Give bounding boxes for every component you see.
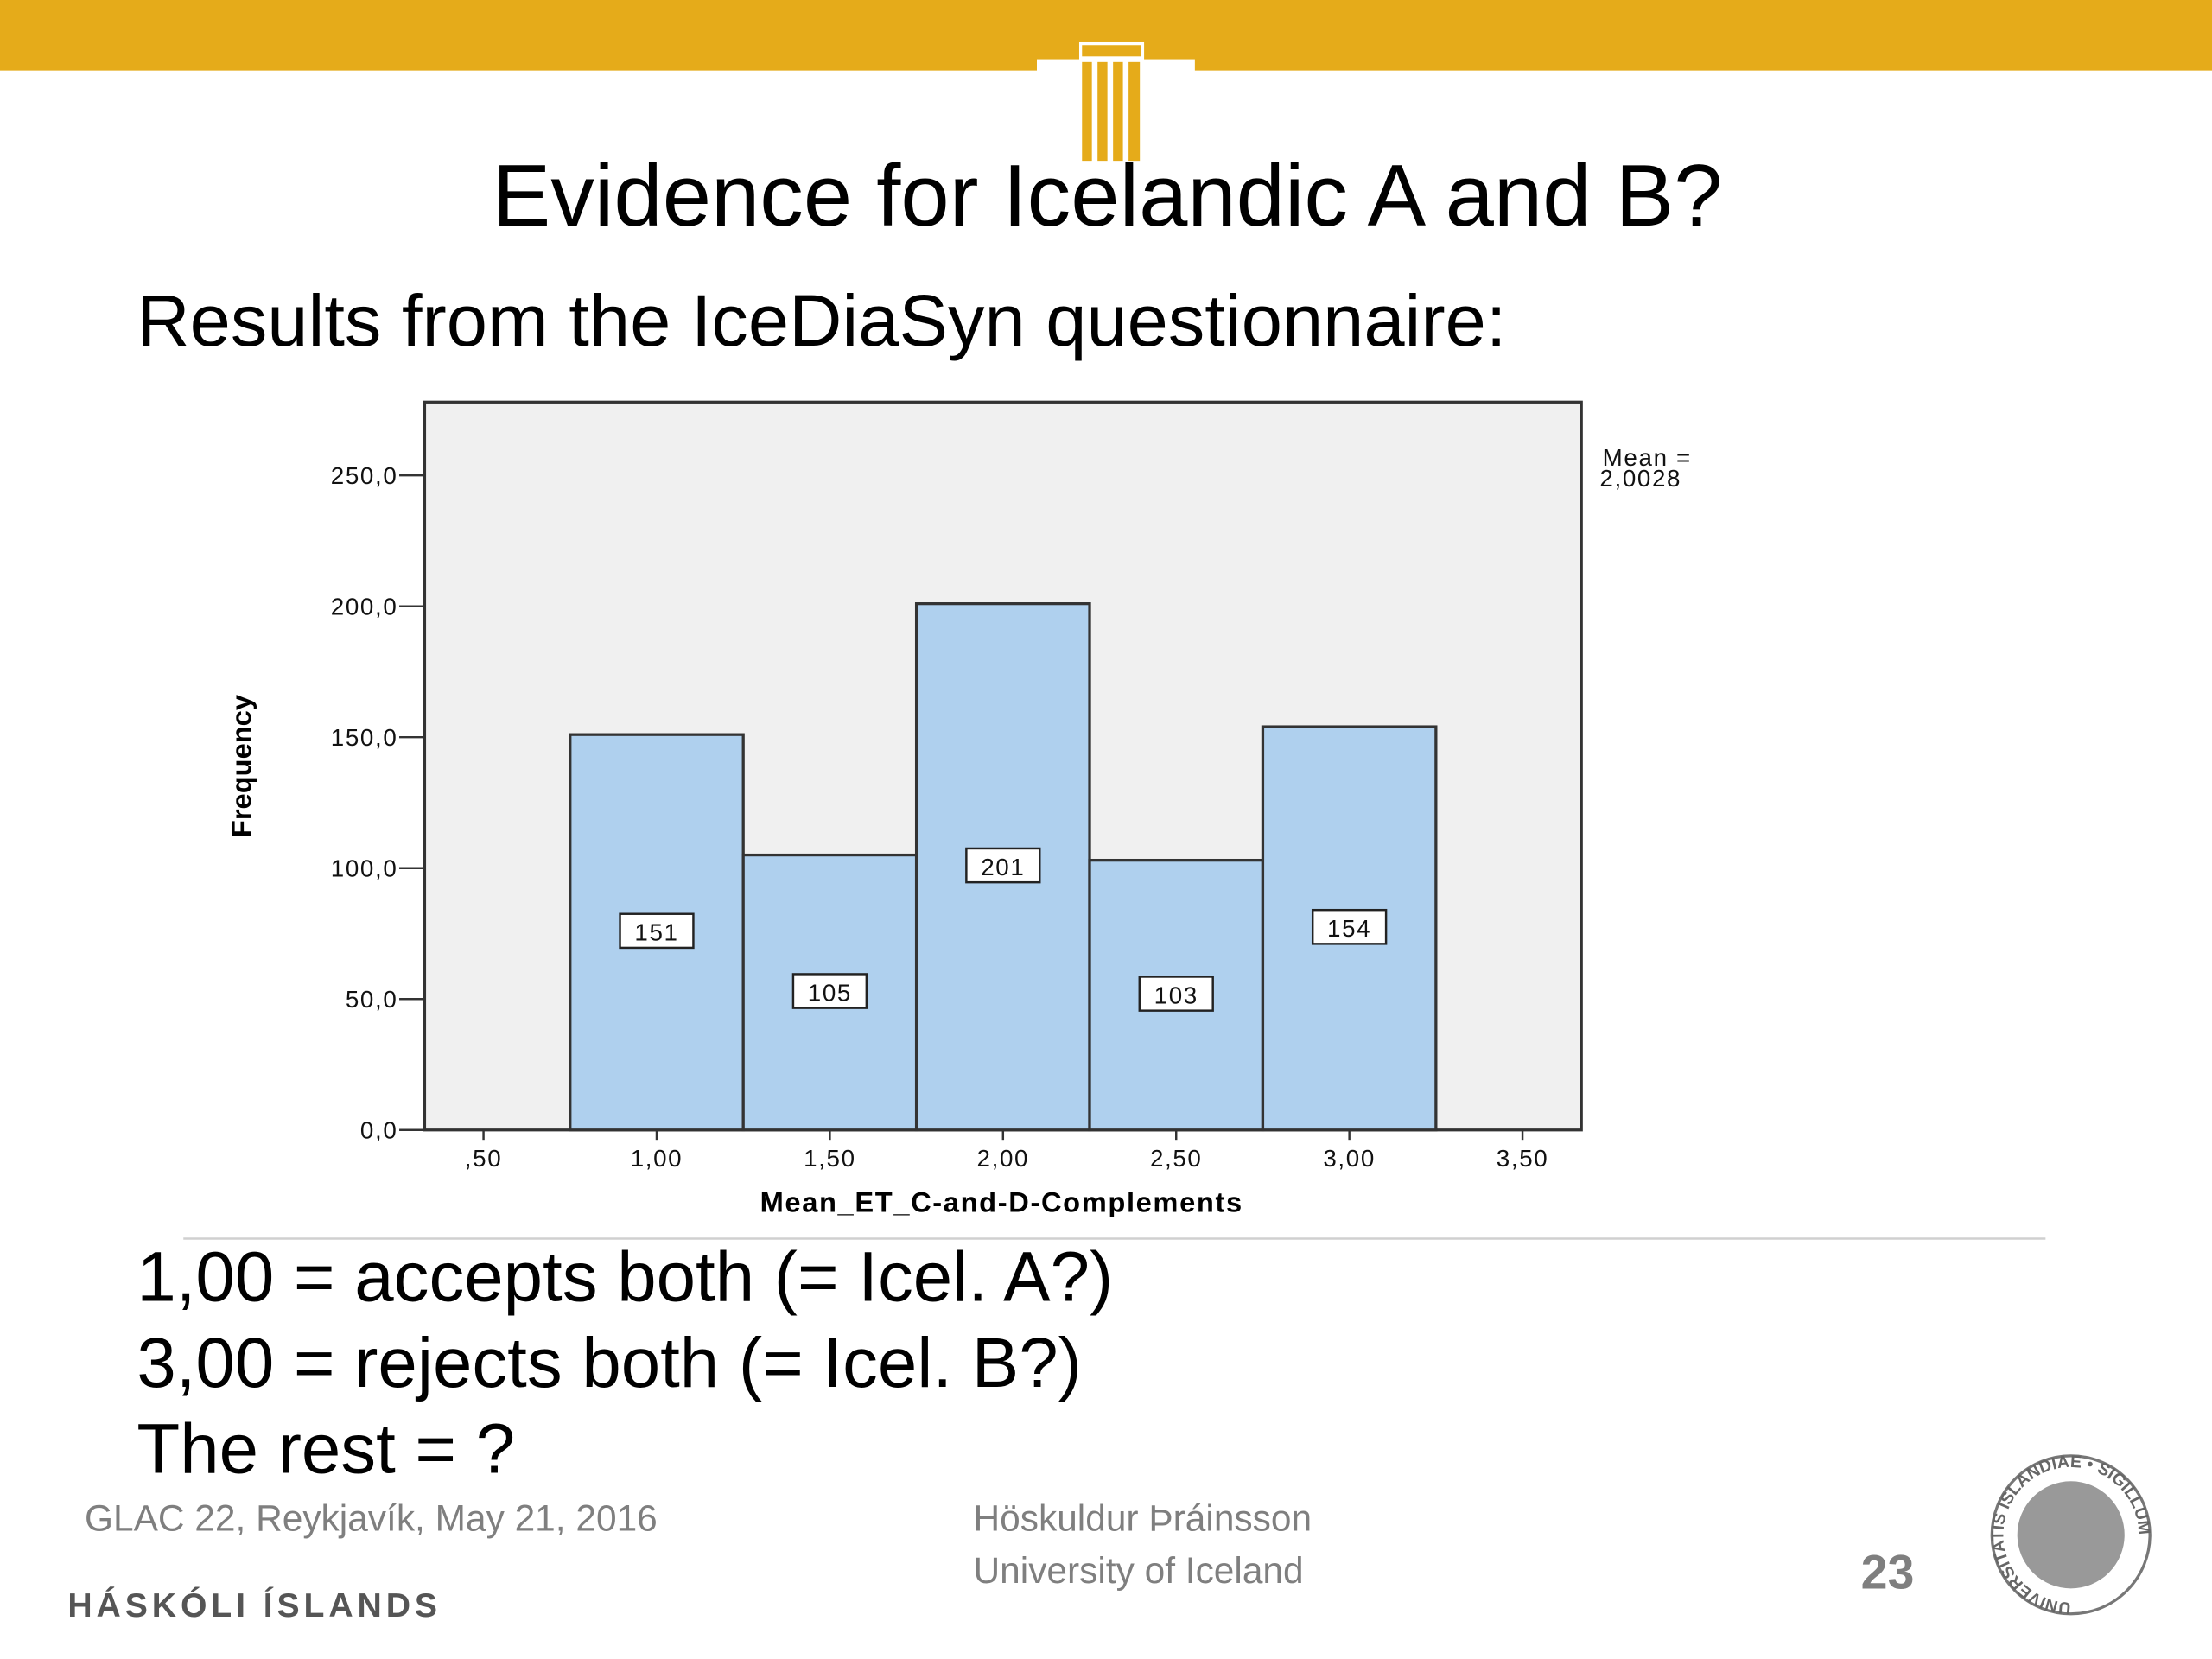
- x-tick-label: 3,00: [1323, 1145, 1376, 1172]
- value-label-box: [1311, 908, 1388, 945]
- value-label: 103: [1154, 982, 1198, 1008]
- x-tick-label: 2,50: [1150, 1145, 1203, 1172]
- x-tick-label: 3,50: [1497, 1145, 1549, 1172]
- logo: [1037, 41, 1195, 162]
- slide-subtitle: Results from the IceDiaSyn questionnaire…: [137, 279, 1506, 361]
- annotation: 2,0028: [1599, 465, 1681, 492]
- page-number: 23: [1861, 1545, 1915, 1599]
- value-label-box: [965, 847, 1041, 884]
- note-line: 3,00 = rejects both (= Icel. B?): [137, 1324, 1081, 1402]
- y-axis-label: Frequency: [226, 695, 257, 837]
- seal: UNIVERSITATIS ISLANDIAE • SIGILLUM: [1988, 1452, 2153, 1618]
- value-label-box: [791, 973, 868, 1009]
- y-tick-label: 250,0: [331, 462, 398, 489]
- x-tick-label: 1,00: [631, 1145, 683, 1172]
- y-tick-label: 50,0: [346, 986, 398, 1013]
- footer-event: GLAC 22, Reykjavík, May 21, 2016: [85, 1497, 658, 1538]
- note-line: The rest = ?: [137, 1409, 515, 1488]
- value-label-box: [1138, 976, 1214, 1012]
- x-tick-label: 1,50: [804, 1145, 856, 1172]
- value-label: 201: [981, 854, 1025, 880]
- footer-author: Höskuldur Þráinsson: [974, 1497, 1313, 1538]
- annotation: Mean =: [1603, 444, 1692, 471]
- university-name: HÁSKÓLI ÍSLANDS: [67, 1586, 442, 1624]
- note-line: 1,00 = accepts both (= Icel. A?): [137, 1237, 1113, 1316]
- x-axis-label: Mean_ET_C-and-D-Complements: [760, 1185, 1243, 1217]
- footer-affiliation: University of Iceland: [974, 1550, 1304, 1591]
- x-tick-label: 2,00: [977, 1145, 1030, 1172]
- y-tick-label: 200,0: [331, 593, 398, 620]
- value-label-box: [619, 912, 695, 950]
- y-tick-label: 150,0: [331, 724, 398, 751]
- value-label: 151: [634, 919, 678, 946]
- y-tick-label: 0,0: [360, 1117, 397, 1144]
- y-tick-label: 100,0: [331, 855, 398, 882]
- value-label: 154: [1327, 915, 1371, 942]
- x-tick-label: ,50: [465, 1145, 502, 1172]
- value-label: 105: [808, 979, 852, 1006]
- slide-title: Evidence for Icelandic A and B?: [493, 147, 1723, 245]
